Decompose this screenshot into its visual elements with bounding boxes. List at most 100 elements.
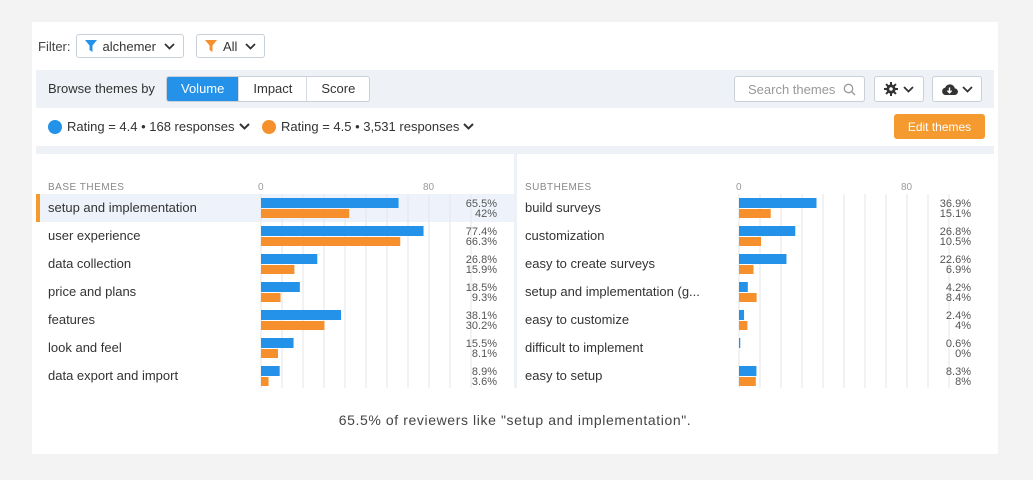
bar-series-1[interactable] (261, 226, 424, 236)
axis-tick-label: 0 (258, 182, 264, 193)
chevron-down-icon (903, 85, 914, 93)
chart-header: BASE THEMES (48, 182, 124, 193)
value-label-series-2: 8% (955, 376, 971, 388)
settings-menu-button[interactable] (874, 76, 924, 102)
value-label-series-1: 22.6% (940, 254, 971, 266)
bar-series-1[interactable] (739, 338, 741, 348)
value-label-series-1: 65.5% (466, 198, 497, 210)
bar-series-2[interactable] (261, 321, 325, 330)
theme-label[interactable]: data export and import (48, 368, 178, 383)
filter-label: Filter: (38, 38, 71, 54)
filter-row: Filter: alchemer All (38, 34, 277, 58)
themes-panel: Browse themes by Volume Impact Score Sea… (36, 70, 994, 388)
chevron-down-icon (164, 42, 175, 50)
value-label-series-2: 6.9% (946, 264, 971, 276)
chevron-down-icon (463, 123, 475, 130)
chevron-down-icon (245, 42, 257, 50)
value-label-series-1: 38.1% (466, 310, 497, 322)
theme-label[interactable]: easy to create surveys (525, 256, 656, 271)
bar-series-1[interactable] (739, 198, 817, 208)
legend-series-1[interactable]: Rating = 4.4 • 168 responses (48, 119, 250, 134)
bar-series-2[interactable] (261, 349, 279, 358)
bar-series-2[interactable] (739, 293, 757, 302)
panel-toolbar: Browse themes by Volume Impact Score Sea… (36, 70, 994, 108)
bar-series-1[interactable] (739, 282, 748, 292)
browse-label: Browse themes by (48, 81, 155, 96)
bar-series-2[interactable] (261, 377, 269, 386)
search-input[interactable]: Search themes (734, 76, 865, 102)
filter-chip-alchemer[interactable]: alchemer (75, 34, 184, 58)
value-label-series-2: 8.4% (946, 292, 971, 304)
chart-header: SUBTHEMES (525, 182, 592, 193)
legend-series-2-label: Rating = 4.5 • 3,531 responses (281, 119, 460, 134)
chevron-down-icon (962, 85, 973, 93)
value-label-series-1: 77.4% (466, 226, 497, 238)
legend-series-1-label: Rating = 4.4 • 168 responses (67, 119, 235, 134)
legend-row: Rating = 4.4 • 168 responses Rating = 4.… (36, 108, 994, 146)
value-label-series-2: 8.1% (472, 348, 497, 360)
bar-series-1[interactable] (261, 254, 318, 264)
filter-chip-label: All (222, 38, 238, 54)
browse-tabs: Volume Impact Score (166, 76, 371, 102)
bar-series-1[interactable] (261, 282, 300, 292)
theme-label[interactable]: features (48, 312, 95, 327)
selected-row-marker (36, 194, 40, 222)
chevron-down-icon (238, 123, 250, 130)
bar-series-2[interactable] (261, 209, 350, 218)
bar-series-1[interactable] (739, 254, 787, 264)
bar-series-2[interactable] (739, 265, 754, 274)
theme-label[interactable]: user experience (48, 228, 141, 243)
theme-label[interactable]: build surveys (525, 200, 601, 215)
bar-series-1[interactable] (261, 310, 342, 320)
series-2-dot (262, 119, 276, 134)
value-label-series-1: 8.3% (946, 366, 971, 378)
bar-series-1[interactable] (261, 198, 399, 208)
gear-icon (884, 82, 898, 96)
search-placeholder: Search themes (748, 81, 836, 97)
theme-card: Filter: alchemer All Browse themes by Vo… (32, 22, 998, 454)
theme-label[interactable]: easy to customize (525, 312, 629, 327)
edit-themes-button[interactable]: Edit themes (894, 114, 985, 139)
filter-chip-all[interactable]: All (195, 34, 266, 58)
value-label-series-1: 0.6% (946, 338, 971, 350)
value-label-series-2: 9.3% (472, 292, 497, 304)
bar-series-2[interactable] (739, 377, 756, 386)
tab-volume[interactable]: Volume (167, 77, 240, 101)
bar-series-2[interactable] (261, 293, 281, 302)
chart-divider (514, 154, 517, 388)
bar-series-1[interactable] (261, 338, 294, 348)
bar-series-2[interactable] (739, 237, 762, 246)
value-label-series-1: 2.4% (946, 310, 971, 322)
theme-label[interactable]: customization (525, 228, 604, 243)
theme-label[interactable]: difficult to implement (525, 340, 644, 355)
value-label-series-1: 36.9% (940, 198, 971, 210)
value-label-series-2: 0% (955, 348, 971, 360)
bar-series-1[interactable] (739, 310, 745, 320)
bar-series-2[interactable] (739, 209, 771, 218)
tab-score[interactable]: Score (321, 81, 356, 96)
axis-tick-label: 80 (423, 182, 435, 193)
theme-label[interactable]: look and feel (48, 340, 122, 355)
legend-series-2[interactable]: Rating = 4.5 • 3,531 responses (262, 119, 475, 134)
tab-impact[interactable]: Impact (239, 77, 308, 101)
theme-label[interactable]: easy to setup (525, 368, 602, 383)
filter-chip-label: alchemer (102, 38, 156, 54)
subthemes-chart: SUBTHEMES 0 80 build surveys 36.9% 15.1% custo… (517, 154, 994, 388)
value-label-series-2: 30.2% (466, 320, 497, 332)
theme-label[interactable]: setup and implementation (g... (525, 284, 700, 299)
theme-label[interactable]: price and plans (48, 284, 137, 299)
download-menu-button[interactable] (932, 76, 982, 102)
bar-series-2[interactable] (261, 237, 401, 246)
bar-series-1[interactable] (739, 366, 757, 376)
bar-series-1[interactable] (739, 226, 796, 236)
bar-series-1[interactable] (261, 366, 280, 376)
theme-label[interactable]: data collection (48, 256, 131, 271)
bar-series-2[interactable] (739, 321, 748, 330)
value-label-series-1: 26.8% (466, 254, 497, 266)
base-themes-svg: BASE THEMES 0 80 setup and implementation 65… (36, 182, 514, 388)
bar-series-2[interactable] (261, 265, 295, 274)
theme-label[interactable]: setup and implementation (48, 200, 197, 215)
value-label-series-1: 8.9% (472, 366, 497, 378)
value-label-series-2: 15.9% (466, 264, 497, 276)
series-1-dot (48, 119, 62, 134)
